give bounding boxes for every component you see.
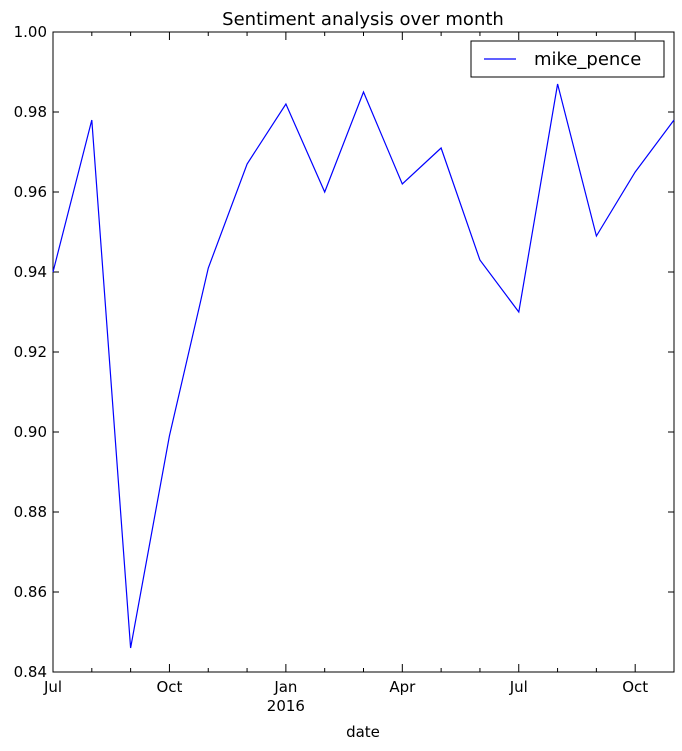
y-tick-label: 1.00 <box>14 23 47 41</box>
plot-area <box>52 31 675 673</box>
x-tick-label: Oct <box>622 678 648 696</box>
y-tick-label: 0.84 <box>14 663 47 681</box>
chart-title: Sentiment analysis over month <box>222 9 504 30</box>
y-tick-label: 0.98 <box>14 103 47 121</box>
y-axis: 0.84 0.86 0.88 0.90 0.92 0.94 0.96 0.98 1.00 <box>14 23 674 681</box>
series-line-mike-pence <box>52 83 675 649</box>
x-tick-year-label: 2016 <box>267 697 305 715</box>
legend-label-mike-pence: mike_pence <box>534 49 641 70</box>
x-tick-label: Oct <box>156 678 182 696</box>
legend: mike_pence <box>470 40 665 78</box>
x-tick-label: Jan <box>273 678 297 696</box>
y-tick-label: 0.90 <box>14 423 47 441</box>
y-tick-label: 0.94 <box>14 263 47 281</box>
y-tick-label: 0.88 <box>14 503 47 521</box>
y-tick-label: 0.92 <box>14 343 47 361</box>
y-tick-label: 0.96 <box>14 183 47 201</box>
x-tick-label: Jul <box>509 678 528 696</box>
x-tick-label: Apr <box>389 678 416 696</box>
series-layer <box>52 83 675 649</box>
y-tick-label: 0.86 <box>14 583 47 601</box>
x-axis-label: date <box>346 723 380 741</box>
x-tick-label: Jul <box>43 678 62 696</box>
plot-frame <box>52 31 675 673</box>
